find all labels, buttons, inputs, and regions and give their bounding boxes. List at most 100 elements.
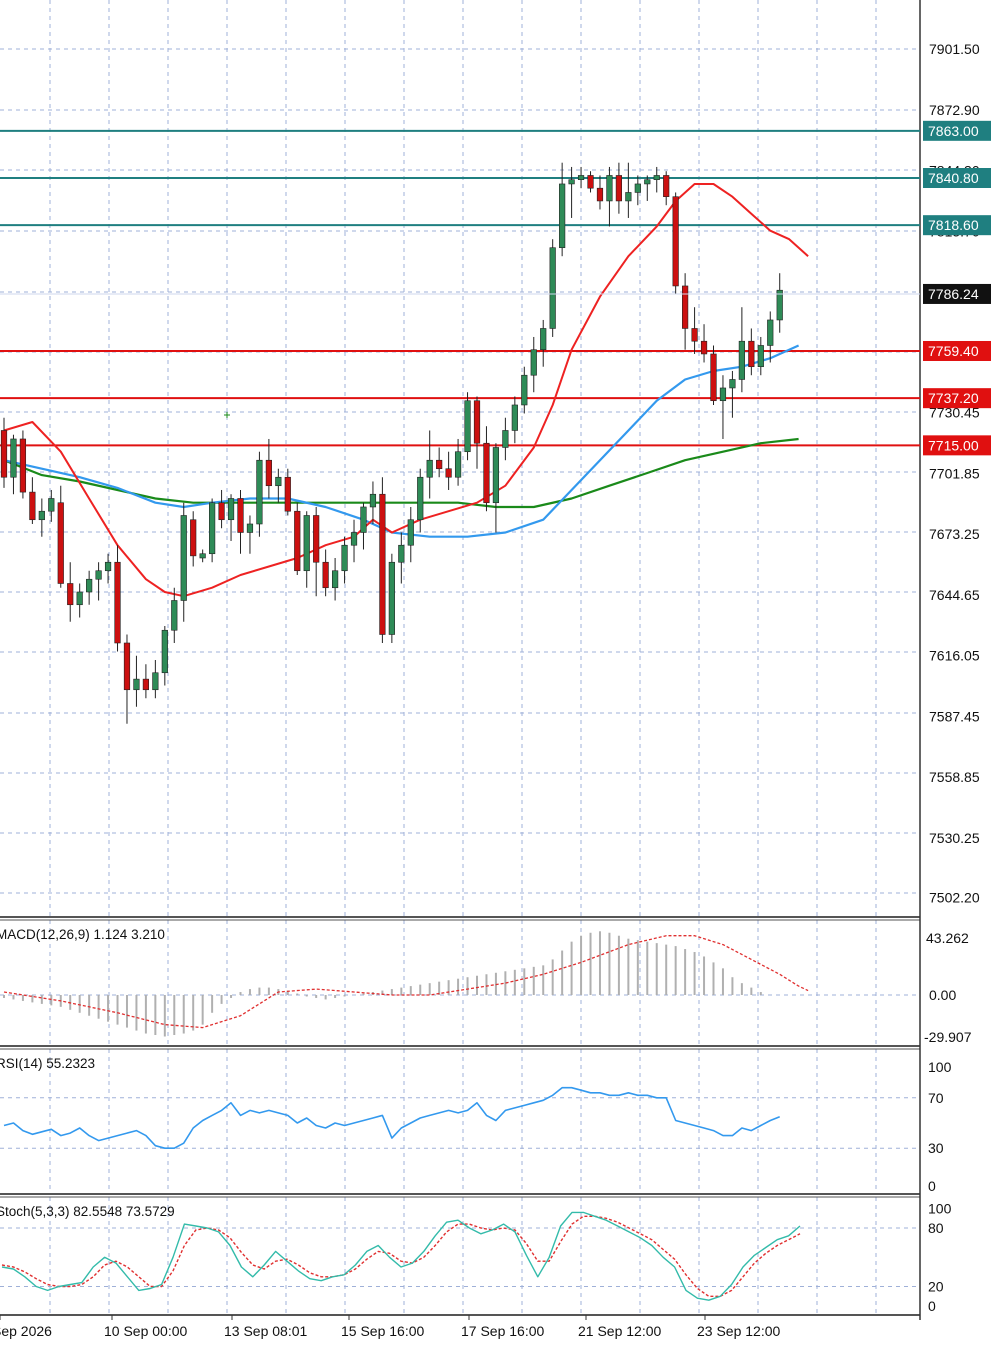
bear-candle[interactable] — [483, 442, 490, 504]
bear-candle[interactable] — [265, 459, 272, 487]
bear-candle[interactable] — [473, 400, 481, 444]
bull-candle[interactable] — [530, 349, 537, 376]
bull-candle[interactable] — [625, 192, 632, 202]
bull-candle[interactable] — [369, 493, 377, 508]
bull-candle[interactable] — [606, 175, 613, 202]
bull-candle[interactable] — [757, 345, 764, 368]
bull-candle[interactable] — [341, 544, 348, 572]
bull-candle[interactable] — [227, 498, 235, 521]
rsi-tick-label: 0 — [928, 1178, 936, 1194]
level-label: 7715.00 — [928, 437, 979, 453]
bear-candle[interactable] — [190, 519, 197, 557]
bull-candle[interactable] — [426, 459, 433, 478]
bear-candle[interactable] — [67, 583, 74, 606]
bull-candle[interactable] — [76, 591, 83, 606]
price-tick-label: 7530.25 — [929, 830, 980, 846]
price-tick-label: 7673.25 — [929, 526, 980, 542]
bear-candle[interactable] — [114, 561, 121, 644]
bull-candle[interactable] — [209, 502, 216, 555]
bear-candle[interactable] — [682, 285, 689, 329]
macd-label: MACD(12,26,9) 1.124 3.210 — [0, 927, 165, 942]
bear-candle[interactable] — [0, 430, 8, 478]
bear-candle[interactable] — [313, 515, 320, 563]
bull-candle[interactable] — [360, 506, 367, 533]
bull-candle[interactable] — [152, 672, 159, 691]
bear-candle[interactable] — [57, 502, 64, 584]
bull-candle[interactable] — [199, 553, 206, 559]
stoch-signal-line — [1, 1215, 801, 1297]
bull-candle[interactable] — [417, 476, 424, 521]
bear-candle[interactable] — [748, 340, 755, 368]
stoch-tick-label: 80 — [928, 1220, 944, 1236]
bull-candle[interactable] — [48, 498, 55, 512]
bull-candle[interactable] — [104, 561, 112, 572]
bull-candle[interactable] — [275, 476, 282, 487]
bull-candle[interactable] — [644, 179, 651, 185]
bull-candle[interactable] — [577, 175, 585, 180]
bear-candle[interactable] — [322, 561, 329, 589]
bull-candle[interactable] — [256, 459, 263, 525]
rsi-line — [3, 1086, 780, 1149]
bear-candle[interactable] — [700, 340, 708, 355]
bull-candle[interactable] — [171, 600, 178, 631]
macd-tick-label: 43.262 — [926, 930, 969, 946]
bull-candle[interactable] — [86, 578, 93, 593]
bull-candle[interactable] — [10, 438, 17, 478]
bull-candle[interactable] — [634, 183, 641, 193]
bull-candle[interactable] — [767, 319, 774, 346]
bull-candle[interactable] — [653, 175, 660, 180]
bull-candle[interactable] — [521, 374, 528, 406]
bull-candle[interactable] — [331, 570, 339, 589]
bull-candle[interactable] — [549, 247, 556, 329]
bear-candle[interactable] — [29, 491, 36, 521]
price-tick-label: 7587.45 — [929, 708, 980, 724]
cursor-marker — [224, 412, 230, 418]
bear-candle[interactable] — [284, 476, 291, 512]
bull-candle[interactable] — [559, 183, 566, 249]
bear-candle[interactable] — [615, 175, 622, 202]
bear-candle[interactable] — [237, 498, 244, 533]
bull-candle[interactable] — [719, 387, 727, 402]
bull-candle[interactable] — [133, 678, 140, 691]
bear-candle[interactable] — [123, 642, 131, 691]
bear-candle[interactable] — [142, 678, 150, 691]
bear-candle[interactable] — [672, 196, 679, 287]
bull-candle[interactable] — [95, 570, 102, 580]
bear-candle[interactable] — [19, 438, 27, 493]
bull-candle[interactable] — [350, 532, 358, 546]
bull-candle[interactable] — [738, 340, 745, 380]
bear-candle[interactable] — [596, 187, 604, 202]
bear-candle[interactable] — [691, 328, 698, 342]
bull-candle[interactable] — [388, 561, 395, 635]
bull-candle[interactable] — [398, 544, 405, 563]
bull-candle[interactable] — [776, 289, 783, 321]
bear-candle[interactable] — [436, 459, 443, 470]
bear-candle[interactable] — [445, 468, 452, 478]
bull-candle[interactable] — [492, 447, 500, 504]
bear-candle[interactable] — [294, 510, 301, 572]
bull-candle[interactable] — [161, 629, 168, 674]
bull-candle[interactable] — [511, 404, 518, 431]
bull-candle[interactable] — [464, 400, 471, 453]
bull-candle[interactable] — [246, 523, 254, 533]
bull-candle[interactable] — [454, 451, 462, 478]
bear-candle[interactable] — [587, 175, 594, 189]
bear-candle[interactable] — [710, 353, 717, 402]
bull-candle[interactable] — [568, 179, 575, 185]
bull-candle[interactable] — [180, 515, 187, 601]
bear-candle[interactable] — [218, 502, 225, 521]
grid — [0, 0, 920, 1315]
bull-candle[interactable] — [407, 519, 414, 546]
price-tick-label: 7502.20 — [929, 890, 980, 906]
bull-candle[interactable] — [303, 515, 310, 572]
bull-candle[interactable] — [502, 430, 509, 448]
time-tick-label: 21 Sep 12:00 — [578, 1323, 662, 1339]
bear-candle[interactable] — [663, 175, 670, 198]
time-tick-label: Sep 2026 — [0, 1323, 52, 1339]
time-tick-label: 23 Sep 12:00 — [697, 1323, 781, 1339]
bull-candle[interactable] — [38, 510, 45, 521]
bull-candle[interactable] — [729, 379, 736, 389]
bull-candle[interactable] — [540, 328, 547, 351]
bear-candle[interactable] — [379, 493, 386, 635]
